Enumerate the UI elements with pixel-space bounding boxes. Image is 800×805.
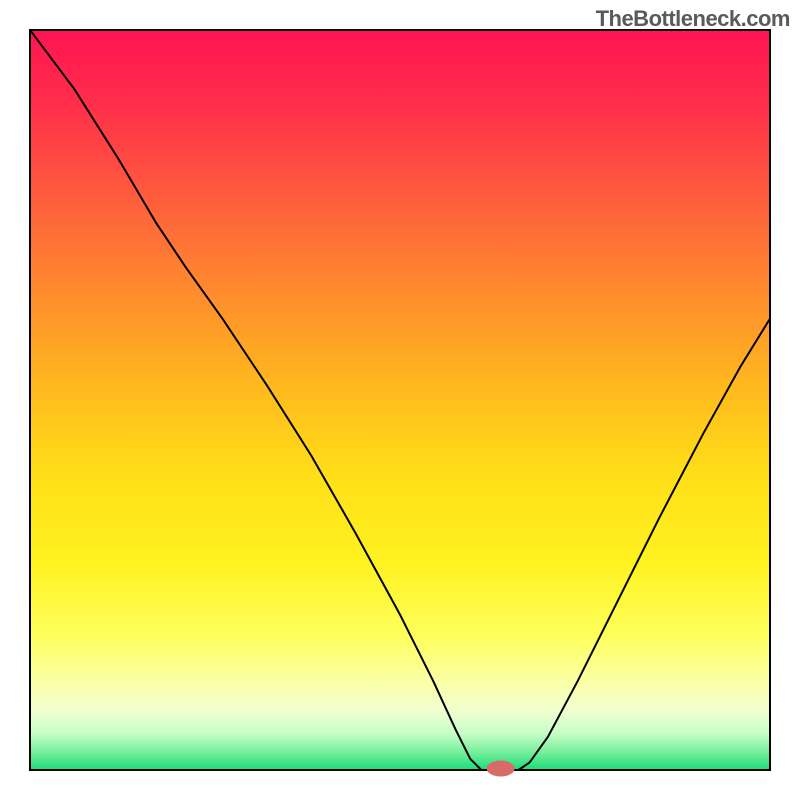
optimal-marker <box>487 761 515 777</box>
plot-background <box>30 30 770 770</box>
chart-svg <box>0 0 800 800</box>
watermark-text: TheBottleneck.com <box>596 6 790 32</box>
bottleneck-chart <box>0 0 800 800</box>
